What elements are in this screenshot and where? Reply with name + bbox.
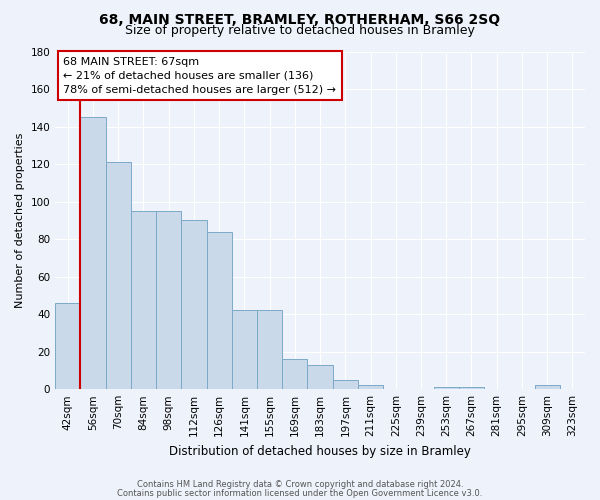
Bar xyxy=(181,220,206,389)
Text: Contains public sector information licensed under the Open Government Licence v3: Contains public sector information licen… xyxy=(118,488,482,498)
Bar xyxy=(257,310,282,389)
Bar xyxy=(282,359,307,389)
Bar xyxy=(206,232,232,389)
Text: Size of property relative to detached houses in Bramley: Size of property relative to detached ho… xyxy=(125,24,475,37)
Bar xyxy=(332,380,358,389)
Bar xyxy=(156,211,181,389)
Bar xyxy=(307,365,332,389)
Text: 68, MAIN STREET, BRAMLEY, ROTHERHAM, S66 2SQ: 68, MAIN STREET, BRAMLEY, ROTHERHAM, S66… xyxy=(100,12,500,26)
Text: Contains HM Land Registry data © Crown copyright and database right 2024.: Contains HM Land Registry data © Crown c… xyxy=(137,480,463,489)
Bar xyxy=(434,388,459,389)
Bar xyxy=(106,162,131,389)
Bar xyxy=(131,211,156,389)
Bar xyxy=(55,303,80,389)
Text: 68 MAIN STREET: 67sqm
← 21% of detached houses are smaller (136)
78% of semi-det: 68 MAIN STREET: 67sqm ← 21% of detached … xyxy=(63,56,336,94)
Bar xyxy=(80,117,106,389)
Bar xyxy=(535,386,560,389)
Bar xyxy=(459,388,484,389)
Y-axis label: Number of detached properties: Number of detached properties xyxy=(15,132,25,308)
Bar xyxy=(358,386,383,389)
X-axis label: Distribution of detached houses by size in Bramley: Distribution of detached houses by size … xyxy=(169,444,471,458)
Bar xyxy=(232,310,257,389)
